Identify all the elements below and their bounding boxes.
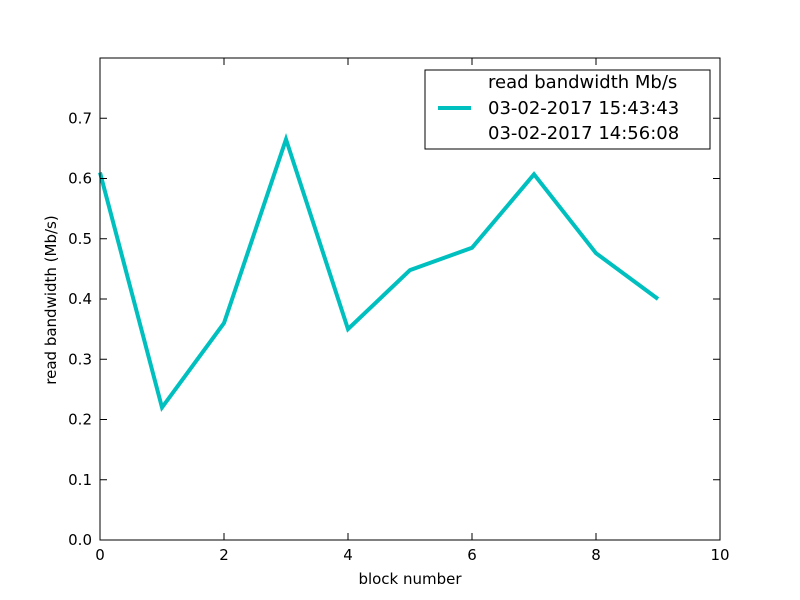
x-tick-label: 8 (591, 546, 601, 564)
y-tick-label: 0.1 (68, 471, 92, 489)
x-tick-label: 6 (467, 546, 477, 564)
legend-label-line-1: read bandwidth Mb/s (488, 72, 677, 93)
legend-label-line-2: 03-02-2017 15:43:43 (488, 98, 679, 119)
x-tick-label: 0 (95, 546, 105, 564)
x-tick-label: 10 (710, 546, 729, 564)
y-tick-label: 0.0 (68, 531, 92, 549)
legend: read bandwidth Mb/s 03-02-2017 15:43:43 … (424, 69, 711, 150)
x-tick-label: 4 (343, 546, 353, 564)
legend-label-line-3: 03-02-2017 14:56:08 (488, 123, 679, 144)
y-tick-label: 0.4 (68, 290, 92, 308)
y-tick-label: 0.7 (68, 109, 92, 127)
x-axis-ticks: 0 2 4 6 8 10 (95, 58, 730, 564)
y-tick-label: 0.6 (68, 170, 92, 188)
y-axis-label: read bandwidth (Mb/s) (42, 215, 60, 384)
y-tick-label: 0.3 (68, 350, 92, 368)
legend-frame (424, 69, 711, 150)
x-axis-label: block number (358, 570, 462, 588)
x-tick-label: 2 (219, 546, 229, 564)
y-tick-label: 0.5 (68, 230, 92, 248)
y-tick-label: 0.2 (68, 411, 92, 429)
series-layer (98, 132, 660, 413)
series-line-0 (98, 132, 660, 413)
y-axis-ticks: 0.0 0.1 0.2 0.3 0.4 0.5 0.6 0.7 (68, 109, 720, 549)
